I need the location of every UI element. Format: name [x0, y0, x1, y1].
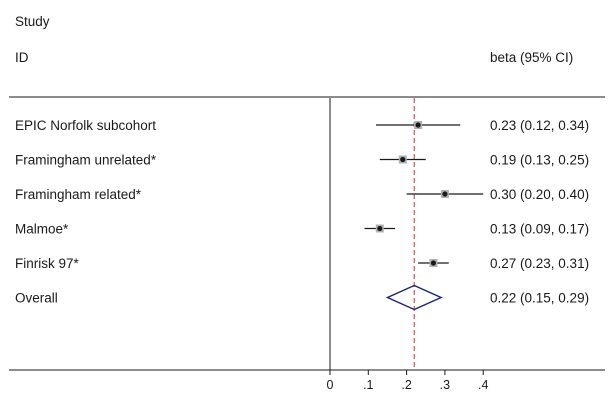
- ci-text: 0.13 (0.09, 0.17): [490, 222, 589, 237]
- study-label: Framingham related*: [15, 187, 142, 202]
- overall-ci-text: 0.22 (0.15, 0.29): [490, 291, 589, 306]
- overall-diamond: [385, 284, 443, 311]
- study-label: Malmoe*: [15, 222, 69, 237]
- point-estimate: [377, 225, 383, 232]
- header-beta-ci: beta (95% CI): [490, 50, 573, 65]
- overall-label: Overall: [15, 291, 58, 306]
- x-tick-label: .1: [363, 378, 373, 392]
- point-estimate: [430, 260, 437, 266]
- ci-text: 0.30 (0.20, 0.40): [490, 187, 589, 202]
- x-tick-label: 0: [327, 378, 334, 392]
- point-estimate: [442, 191, 448, 197]
- point-estimate: [400, 156, 406, 163]
- header-id: ID: [15, 50, 29, 65]
- study-label: EPIC Norfolk subcohort: [15, 118, 156, 133]
- ci-text: 0.19 (0.13, 0.25): [490, 153, 589, 168]
- study-label: Framingham unrelated*: [15, 153, 157, 168]
- x-tick-label: .3: [440, 378, 450, 392]
- study-label: Finrisk 97*: [15, 256, 80, 271]
- x-tick-label: .2: [401, 378, 411, 392]
- point-estimate: [415, 122, 421, 128]
- header-study: Study: [15, 14, 50, 29]
- ci-text: 0.27 (0.23, 0.31): [490, 256, 589, 271]
- x-tick-label: .4: [478, 378, 488, 392]
- ci-text: 0.23 (0.12, 0.34): [490, 118, 589, 133]
